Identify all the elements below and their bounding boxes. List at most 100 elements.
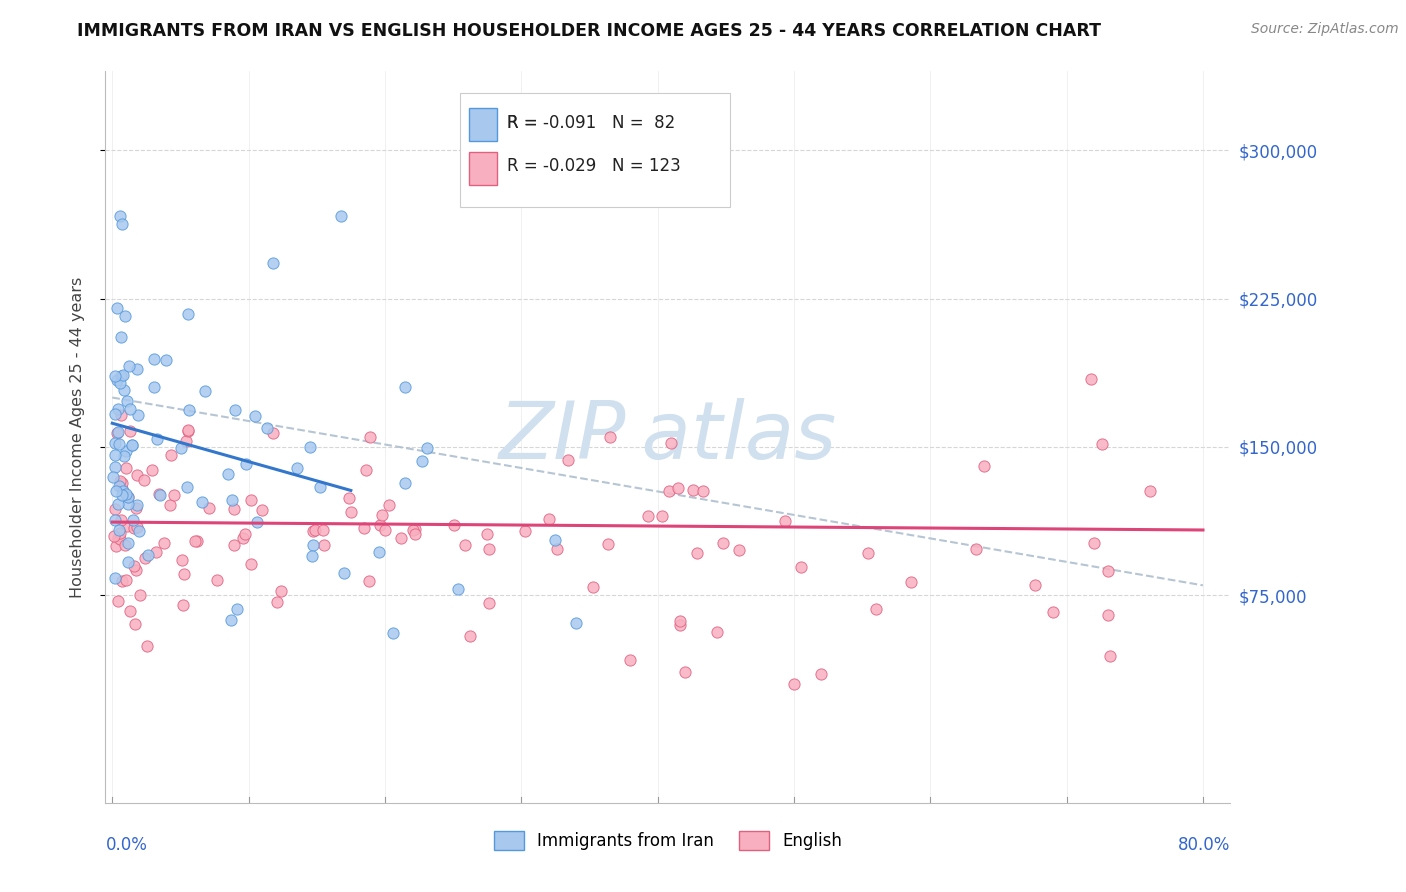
Point	[117, 490, 139, 504]
Point	[337, 491, 360, 505]
Point	[304, 523, 326, 537]
Point	[184, 534, 207, 549]
Point	[538, 512, 561, 526]
Point	[117, 490, 139, 504]
Point	[145, 432, 167, 446]
Point	[143, 352, 166, 367]
Point	[368, 517, 391, 532]
Point	[810, 667, 832, 681]
Point	[354, 463, 377, 477]
Point	[107, 594, 129, 608]
Point	[104, 484, 127, 499]
Point	[125, 563, 148, 577]
Point	[111, 483, 134, 498]
Point	[477, 526, 499, 541]
Point	[404, 527, 426, 541]
Point	[682, 483, 704, 498]
Point	[174, 434, 197, 448]
Point	[973, 458, 995, 473]
Point	[125, 500, 148, 515]
Point	[134, 551, 156, 566]
Point	[107, 425, 129, 439]
Point	[127, 361, 149, 376]
Point	[394, 475, 416, 490]
Point	[107, 402, 129, 417]
Point	[256, 421, 278, 435]
Point	[136, 639, 159, 653]
Text: 80.0%: 80.0%	[1178, 836, 1230, 854]
Point	[1091, 436, 1114, 450]
Point	[105, 301, 128, 316]
Point	[790, 560, 813, 574]
Point	[1024, 578, 1046, 592]
Point	[232, 531, 254, 545]
Point	[110, 329, 132, 343]
Point	[115, 443, 138, 458]
Point	[301, 549, 323, 564]
Point	[107, 426, 129, 441]
Point	[145, 545, 167, 559]
Point	[402, 523, 425, 537]
Point	[298, 440, 321, 454]
Point	[108, 524, 131, 538]
Point	[104, 369, 127, 384]
Point	[111, 482, 134, 496]
Point	[454, 538, 477, 552]
Point	[107, 497, 129, 511]
Point	[110, 513, 132, 527]
Point	[127, 498, 149, 512]
Point	[240, 492, 263, 507]
Point	[104, 513, 127, 527]
Point	[108, 525, 131, 540]
Point	[515, 524, 537, 539]
Point	[330, 209, 353, 223]
Point	[103, 529, 125, 543]
Point	[121, 438, 143, 452]
Point	[207, 574, 229, 588]
Point	[149, 488, 172, 502]
Text: Source: ZipAtlas.com: Source: ZipAtlas.com	[1251, 22, 1399, 37]
Point	[163, 488, 186, 502]
Point	[177, 424, 200, 438]
Point	[159, 448, 181, 462]
Point	[169, 441, 191, 455]
Point	[312, 523, 335, 537]
Point	[1139, 484, 1161, 499]
Point	[371, 508, 394, 522]
Point	[1083, 536, 1105, 550]
Point	[673, 665, 696, 680]
Point	[221, 614, 243, 628]
Point	[122, 520, 145, 534]
Point	[692, 484, 714, 499]
Point	[262, 426, 284, 441]
Point	[546, 541, 568, 556]
Point	[711, 536, 734, 550]
Point	[122, 513, 145, 527]
Point	[659, 436, 682, 450]
Point	[865, 602, 887, 616]
Point	[114, 538, 136, 552]
Text: R = -0.029   N = 123: R = -0.029 N = 123	[508, 158, 681, 176]
Point	[666, 482, 689, 496]
Point	[172, 599, 194, 613]
Point	[111, 488, 134, 502]
Point	[114, 573, 136, 587]
Point	[155, 352, 177, 367]
Point	[177, 403, 200, 417]
Point	[124, 617, 146, 632]
Point	[596, 537, 619, 551]
Point	[118, 401, 141, 416]
Point	[143, 380, 166, 394]
Point	[478, 596, 501, 610]
Point	[246, 516, 269, 530]
Point	[394, 380, 416, 394]
Point	[117, 555, 139, 569]
Point	[112, 383, 135, 397]
Point	[115, 487, 138, 501]
Point	[243, 409, 266, 423]
Point	[669, 614, 692, 628]
Point	[124, 558, 146, 573]
Point	[285, 461, 308, 475]
Point	[191, 495, 214, 509]
Point	[374, 523, 396, 537]
